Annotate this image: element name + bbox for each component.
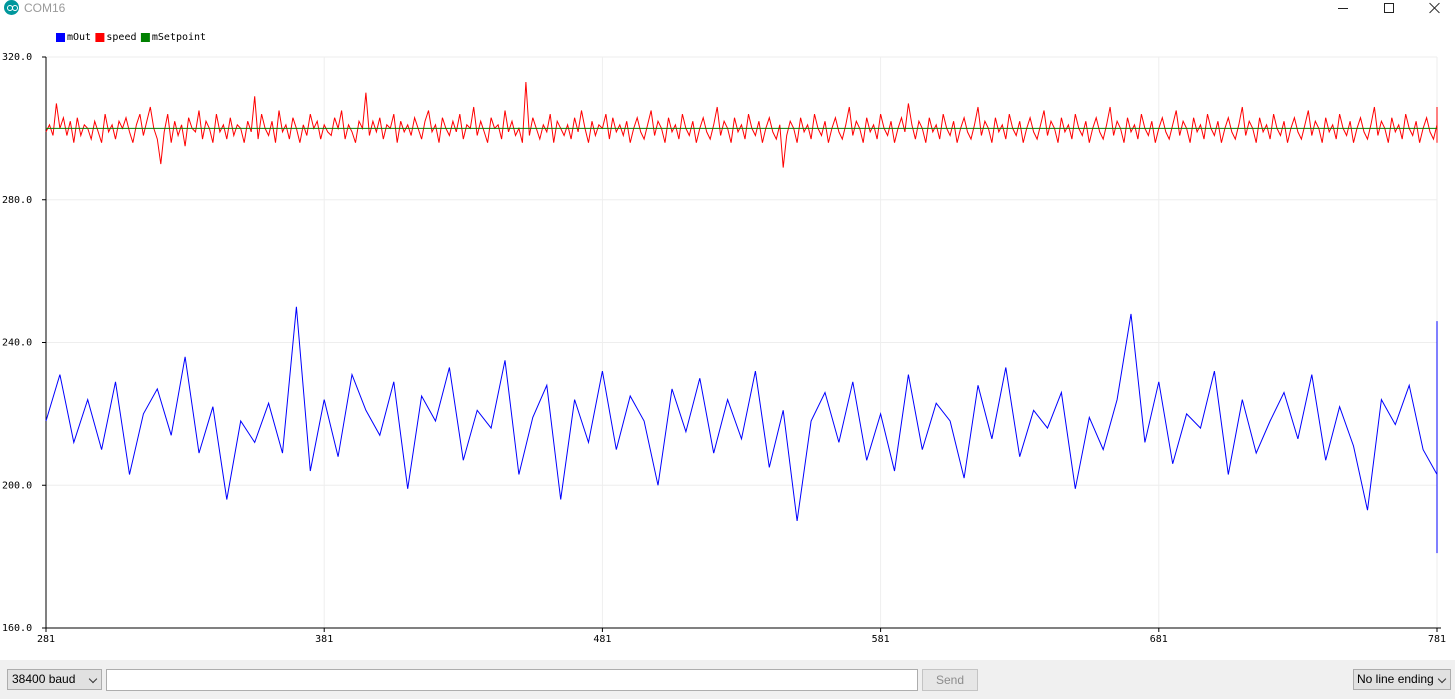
baud-rate-select[interactable]: 38400 baud xyxy=(7,669,102,690)
y-tick-label: 160.0 xyxy=(2,623,32,634)
y-tick-label: 320.0 xyxy=(2,52,32,63)
x-tick-label: 781 xyxy=(1428,634,1446,645)
x-tick-label: 281 xyxy=(37,634,55,645)
window-title: COM16 xyxy=(24,1,66,15)
y-tick-label: 280.0 xyxy=(2,195,32,206)
close-icon xyxy=(1429,2,1441,14)
x-tick-label: 681 xyxy=(1150,634,1168,645)
send-input[interactable] xyxy=(106,669,918,691)
line-ending-select[interactable]: No line ending xyxy=(1353,669,1451,690)
maximize-icon xyxy=(1384,3,1394,13)
x-tick-label: 381 xyxy=(315,634,333,645)
serial-plotter: mOut speed mSetpoint 320.0 280.0 240.0 200.0 1… xyxy=(0,16,1455,660)
legend: mOut speed mSetpoint xyxy=(56,32,206,43)
minimize-icon xyxy=(1338,7,1348,9)
x-tick-label: 481 xyxy=(593,634,611,645)
maximize-button[interactable] xyxy=(1366,0,1412,16)
bottom-toolbar: 38400 baud Send No line ending xyxy=(0,660,1455,699)
legend-label-speed: speed xyxy=(106,32,136,43)
chevron-down-icon xyxy=(88,674,98,684)
close-button[interactable] xyxy=(1412,0,1455,16)
title-bar: COM16 xyxy=(0,0,1455,16)
series-line-mOut xyxy=(45,306,1438,554)
legend-swatch-mOut xyxy=(56,33,65,42)
chevron-down-icon xyxy=(1437,674,1447,684)
baud-rate-value: 38400 baud xyxy=(12,672,76,686)
series-line-speed xyxy=(45,81,1438,168)
plot-canvas: mOut speed mSetpoint 320.0 280.0 240.0 200.0 1… xyxy=(2,32,1446,645)
series-group xyxy=(45,81,1438,554)
legend-label-mSetpoint: mSetpoint xyxy=(152,32,206,43)
send-button[interactable]: Send xyxy=(922,669,978,691)
legend-label-mOut: mOut xyxy=(67,32,91,43)
grid xyxy=(45,56,1438,629)
y-tick-label: 240.0 xyxy=(2,338,32,349)
legend-swatch-mSetpoint xyxy=(140,33,150,42)
y-tick-label: 200.0 xyxy=(2,480,32,491)
arduino-icon xyxy=(4,0,19,15)
axes: 320.0 280.0 240.0 200.0 160.0 281 381 481 581 681… xyxy=(2,52,1446,645)
line-ending-value: No line ending xyxy=(1357,672,1434,686)
minimize-button[interactable] xyxy=(1320,0,1366,16)
x-tick-label: 581 xyxy=(872,634,890,645)
legend-swatch-speed xyxy=(95,33,105,42)
